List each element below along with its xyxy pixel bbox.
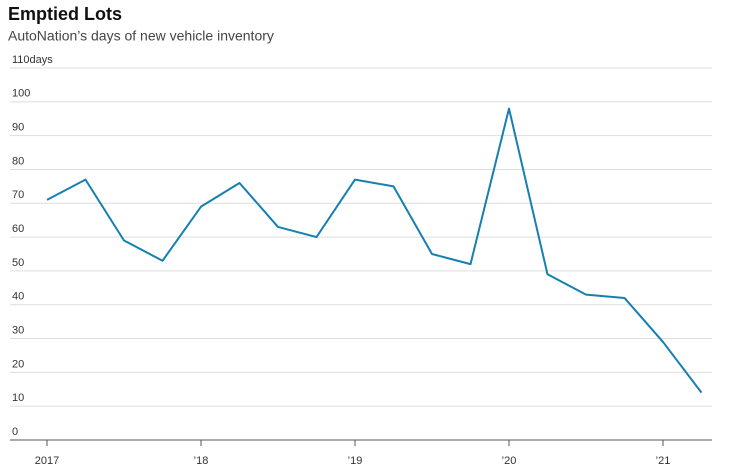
x-tick-label: ’19 bbox=[348, 455, 363, 467]
chart-subtitle: AutoNation’s days of new vehicle invento… bbox=[8, 28, 274, 44]
y-tick-label: 30 bbox=[12, 324, 24, 336]
y-tick-label: 100 bbox=[12, 88, 30, 100]
x-tick-label: ’20 bbox=[502, 455, 517, 467]
x-tick-label: ’18 bbox=[194, 455, 209, 467]
y-tick-label: 50 bbox=[12, 257, 24, 269]
x-tick-label: ’21 bbox=[656, 455, 671, 467]
y-tick-label: 40 bbox=[12, 291, 24, 303]
y-tick-label: 90 bbox=[12, 122, 24, 134]
y-tick-label: 60 bbox=[12, 223, 24, 235]
chart-title: Emptied Lots bbox=[8, 4, 122, 24]
y-tick-label: 10 bbox=[12, 392, 24, 404]
y-tick-label: 20 bbox=[12, 358, 24, 370]
x-tick-label: 2017 bbox=[35, 455, 59, 467]
y-tick-label: 70 bbox=[12, 189, 24, 201]
y-tick-label: 110days bbox=[12, 54, 53, 66]
y-tick-label: 80 bbox=[12, 155, 24, 167]
data-line bbox=[46, 107, 703, 394]
y-tick-label: 0 bbox=[12, 426, 18, 438]
